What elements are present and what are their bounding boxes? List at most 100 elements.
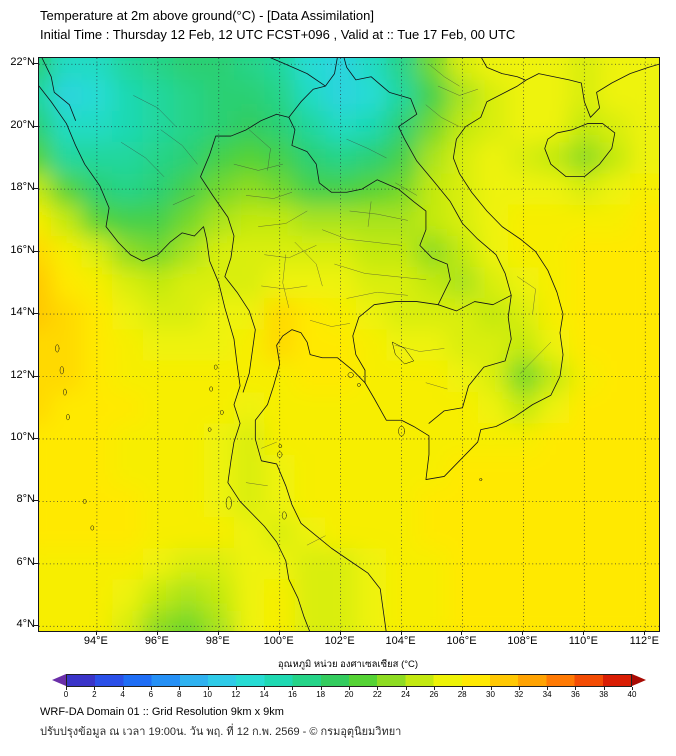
footer-update-credit: ปรับปรุงข้อมูล ณ เวลา 19:00น. วัน พฤ. ที…: [40, 726, 402, 738]
lon-tick-label: 96°E: [144, 635, 169, 647]
colorbar-tick-label: 32: [514, 690, 524, 699]
colorbar-tick-mark: [518, 687, 520, 690]
lon-tick-mark: [644, 631, 646, 635]
lon-tick-mark: [156, 631, 158, 635]
colorbar-tick-mark: [462, 687, 464, 690]
colorbar-tick-mark: [150, 687, 152, 690]
lat-tick-label: 22°N: [10, 56, 35, 69]
colorbar-left-arrow: [52, 674, 66, 686]
colorbar-tick-label: 40: [627, 690, 637, 699]
island-ko-kut: [357, 383, 360, 386]
lat-tick-label: 6°N: [16, 555, 35, 568]
colorbar-tick-mark: [349, 687, 350, 690]
island-con-dao: [480, 478, 482, 480]
colorbar-tick-mark: [603, 687, 605, 690]
colorbar-tick-label: 36: [570, 690, 580, 699]
coastline-west: [39, 86, 310, 631]
lat-tick-mark: [34, 625, 38, 627]
lat-tick-label: 12°N: [10, 368, 35, 381]
lat-tick-mark: [34, 313, 38, 315]
lat-tick-mark: [34, 250, 38, 252]
lat-tick-label: 14°N: [10, 306, 35, 319]
colorbar-tick-mark: [122, 687, 124, 690]
colorbar-tick-label: 38: [599, 690, 609, 699]
coastline-east: [255, 64, 659, 631]
colorbar-tick-mark: [235, 687, 237, 690]
colorbar-tick-label: 28: [457, 690, 467, 699]
island-ko-chang: [348, 372, 353, 377]
island-nicobar-1: [83, 499, 86, 503]
colorbar-tick-mark: [490, 687, 492, 690]
colorbar-tick-mark: [433, 687, 435, 690]
colorbar-tick-label: 2: [92, 690, 97, 699]
colorbar-tick-mark: [575, 687, 577, 690]
colorbar-tick-mark: [632, 687, 633, 690]
colorbar-tick-mark: [66, 687, 67, 690]
colorbar-tick-mark: [320, 687, 322, 690]
colorbar-title: อุณหภูมิ หน่วย องศาเซลเซียส (°C): [277, 659, 419, 670]
lon-tick-label: 108°E: [507, 635, 538, 647]
island-phangan: [279, 445, 282, 448]
figure-title: Temperature at 2m above ground(°C) - [Da…: [40, 8, 374, 23]
lon-tick-mark: [217, 631, 219, 635]
island-mergui-2: [210, 387, 213, 391]
lon-tick-label: 94°E: [83, 635, 108, 647]
lat-tick-label: 20°N: [10, 118, 35, 131]
island-mergui-4: [208, 428, 211, 432]
temperature-field: [39, 58, 659, 631]
colorbar-tick-mark: [94, 687, 96, 690]
colorbar-tick-mark: [264, 687, 266, 690]
lat-tick-label: 18°N: [10, 181, 35, 194]
colorbar-tick-label: 8: [176, 690, 182, 699]
island-andaman-2: [60, 367, 64, 374]
lat-tick-mark: [34, 188, 38, 190]
lon-tick-label: 106°E: [446, 635, 477, 647]
lat-tick-label: 10°N: [10, 430, 35, 443]
country-borders: [42, 58, 525, 423]
island-andaman-3: [63, 389, 66, 395]
colorbar-tick-label: 24: [401, 690, 411, 699]
colorbar-right-arrow: [632, 674, 646, 686]
figure-subtitle: Initial Time : Thursday 12 Feb, 12 UTC F…: [40, 27, 516, 42]
colorbar-gradient: [66, 674, 632, 687]
island-andaman-4: [66, 414, 69, 420]
colorbar-tick-label: 16: [287, 690, 297, 699]
lon-tick-mark: [95, 631, 97, 635]
colorbar-tick-mark: [377, 687, 379, 690]
colorbar-tick-label: 18: [316, 690, 326, 699]
island-phu-quoc: [399, 426, 405, 436]
lon-tick-mark: [522, 631, 524, 635]
weather-map-canvas: [39, 58, 659, 631]
lon-tick-mark: [400, 631, 402, 635]
province-borders: [121, 64, 551, 545]
colorbar-tick-label: 6: [148, 690, 154, 699]
songkhla-lake: [282, 512, 286, 519]
lon-tick-label: 98°E: [205, 635, 230, 647]
hainan-island: [545, 124, 615, 177]
island-samui: [277, 452, 282, 458]
island-mergui-1: [214, 365, 217, 369]
graticule: [39, 58, 659, 631]
colorbar-tick-mark: [292, 687, 294, 690]
map-boundaries: [39, 58, 659, 631]
colorbar-tick-label: 34: [542, 690, 552, 699]
lat-tick-mark: [34, 63, 38, 65]
lon-tick-mark: [278, 631, 280, 635]
colorbar-tick-label: 4: [120, 690, 125, 699]
colorbar-tick-label: 30: [486, 690, 495, 699]
island-mergui-3: [220, 410, 223, 414]
islands: [55, 345, 482, 530]
colorbar-tick-label: 12: [231, 690, 241, 699]
lat-tick-mark: [34, 125, 38, 127]
lon-tick-label: 112°E: [629, 635, 659, 647]
lon-tick-mark: [339, 631, 341, 635]
lat-tick-label: 8°N: [16, 493, 35, 506]
lat-tick-mark: [34, 500, 38, 502]
colorbar-tick-mark: [405, 687, 407, 690]
colorbar-tick-label: 20: [344, 690, 354, 699]
island-nicobar-2: [91, 526, 94, 530]
lon-tick-label: 102°E: [324, 635, 355, 647]
island-andaman-1: [55, 345, 59, 352]
colorbar-tick-label: 26: [429, 690, 439, 699]
colorbar-tick-label: 14: [259, 690, 269, 699]
